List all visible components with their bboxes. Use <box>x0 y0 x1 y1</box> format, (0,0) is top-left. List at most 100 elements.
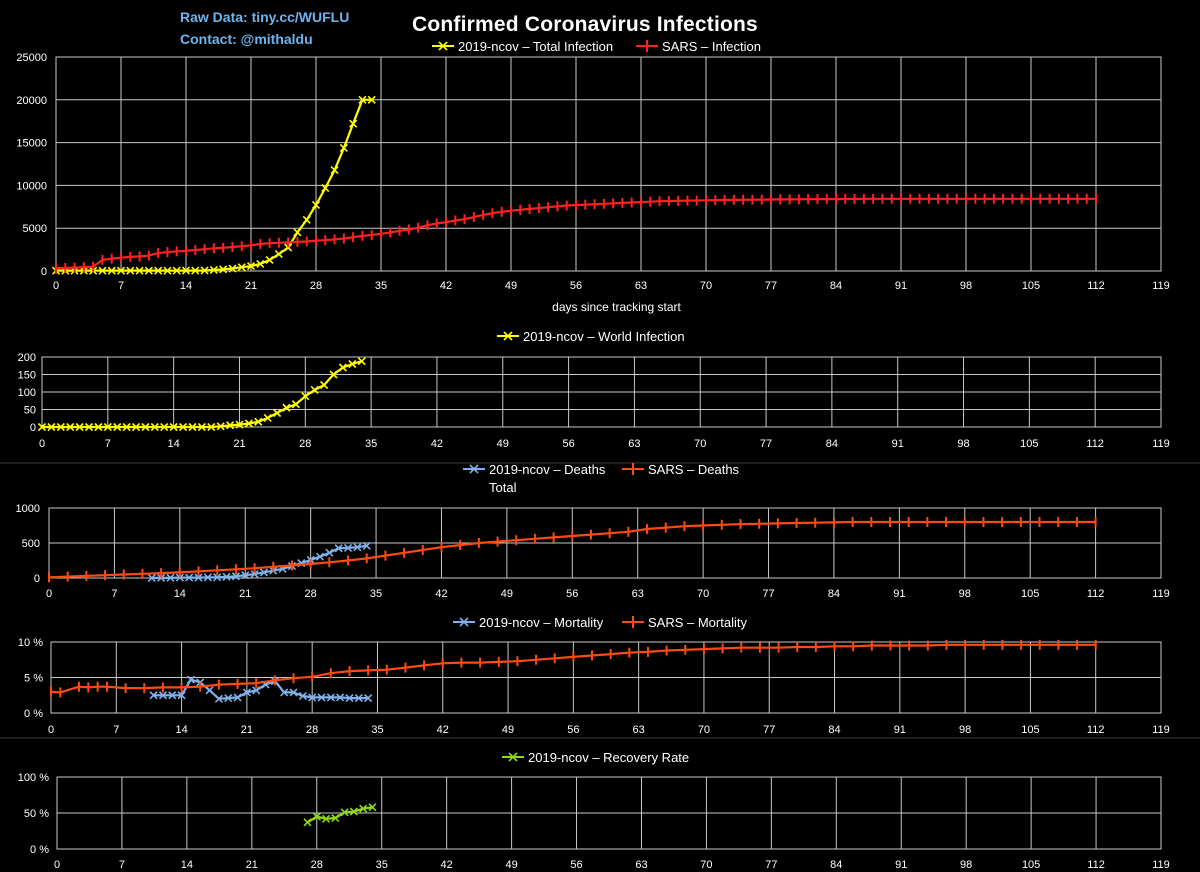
y-tick-label: 0 <box>41 266 47 278</box>
data-point <box>144 266 153 275</box>
x-tick-label: 105 <box>1020 438 1038 450</box>
series-1 <box>37 357 366 432</box>
data-point <box>209 265 218 275</box>
data-point <box>325 548 334 557</box>
x-tick-label: 35 <box>371 724 383 736</box>
legend-entry: 2019-ncov – Deaths Total <box>463 462 606 495</box>
data-point <box>98 266 107 275</box>
data-point <box>338 363 347 372</box>
x-tick-label: 49 <box>497 438 509 450</box>
data-point <box>116 266 126 275</box>
x-tick-label: 119 <box>1152 438 1170 450</box>
x-tick-label: 7 <box>113 724 119 736</box>
x-tick-label: 98 <box>960 280 972 292</box>
x-tick-label: 112 <box>1086 438 1104 450</box>
plot-area <box>55 56 1162 272</box>
x-tick-label: 70 <box>700 859 712 871</box>
data-point <box>228 264 237 273</box>
data-point <box>367 95 376 104</box>
x-tick-label: 7 <box>118 280 124 292</box>
data-point <box>213 573 222 582</box>
y-tick-label: 5 % <box>24 673 43 685</box>
data-point <box>357 357 366 366</box>
data-point <box>75 422 84 432</box>
chart-panel-1: 0 7 14 21 28 35 42 49 56 63 70 77 84 91 98 105 112 119 0 50… <box>16 39 1169 314</box>
y-tick-label: 25000 <box>16 52 47 64</box>
x-tick-label: 0 <box>39 438 45 450</box>
x-tick-label: 14 <box>180 280 192 292</box>
x-tick-label: 112 <box>1087 859 1105 871</box>
data-point <box>310 385 319 394</box>
x-tick-label: 42 <box>437 724 449 736</box>
data-point <box>149 691 158 700</box>
x-tick-label: 35 <box>365 438 377 450</box>
x-tick-label: 112 <box>1087 588 1105 600</box>
data-point <box>254 417 263 426</box>
data-point <box>265 255 274 265</box>
series-2 <box>50 639 1097 698</box>
x-tick-label: 91 <box>893 588 905 600</box>
data-point <box>349 807 358 816</box>
data-point <box>237 263 246 272</box>
data-point <box>273 408 282 418</box>
data-point <box>188 422 197 432</box>
raw-data-link[interactable]: Raw Data: tiny.cc/WUFLU <box>180 9 350 25</box>
data-point <box>317 693 326 702</box>
x-tick-label: 56 <box>567 724 579 736</box>
data-point <box>169 422 178 432</box>
legend-label: 2019-ncov – Recovery Rate <box>528 750 689 765</box>
data-point <box>47 422 56 432</box>
y-tick-label: 10000 <box>16 180 47 192</box>
data-point <box>177 691 186 700</box>
x-tick-label: 0 <box>54 859 60 871</box>
data-point <box>345 694 354 703</box>
data-point <box>282 403 291 412</box>
data-point <box>274 250 283 259</box>
legend-label: 2019-ncov – Deaths <box>489 462 606 477</box>
data-point <box>103 422 112 432</box>
data-point <box>343 543 353 552</box>
data-point <box>203 573 212 582</box>
y-tick-label: 50 % <box>24 808 49 820</box>
contact-link[interactable]: Contact: @mithaldu <box>180 31 313 47</box>
data-point <box>326 693 335 702</box>
chart-panel-5: 0 7 14 21 28 35 42 49 56 63 70 77 84 91 98 105 112 119 0 %… <box>18 750 1170 871</box>
x-tick-label: 28 <box>299 438 311 450</box>
x-tick-label: 119 <box>1152 724 1170 736</box>
x-tick-label: 28 <box>310 280 322 292</box>
data-point <box>368 803 377 812</box>
x-tick-label: 119 <box>1152 588 1170 600</box>
data-point <box>336 693 345 702</box>
data-point <box>358 95 367 104</box>
legend-label: 2019-ncov – World Infection <box>523 329 685 344</box>
data-point <box>302 215 311 224</box>
data-point <box>181 266 191 275</box>
data-point <box>263 413 272 422</box>
x-tick-label: 14 <box>168 438 180 450</box>
data-point <box>291 400 300 409</box>
x-tick-label: 7 <box>111 588 117 600</box>
data-point <box>246 262 256 271</box>
series-2 <box>55 193 1097 274</box>
x-tick-label: 84 <box>830 859 842 871</box>
y-tick-label: 1000 <box>16 503 40 515</box>
series-1 <box>149 675 373 703</box>
legend-label: SARS – Mortality <box>648 615 747 630</box>
data-point <box>231 572 240 581</box>
data-point <box>503 331 513 341</box>
x-tick-label: 0 <box>46 588 52 600</box>
x-tick-label: 63 <box>628 438 640 450</box>
data-point <box>175 573 184 582</box>
data-point <box>284 243 293 252</box>
y-tick-label: 0 % <box>30 844 49 856</box>
data-point <box>331 813 340 823</box>
x-tick-label: 42 <box>435 588 447 600</box>
x-tick-label: 0 <box>53 280 59 292</box>
legend-label: 2019-ncov – Total Infection <box>458 39 613 54</box>
data-point <box>321 814 331 823</box>
data-point <box>94 422 103 432</box>
y-tick-label: 10 % <box>18 637 43 649</box>
data-point <box>508 752 518 762</box>
x-tick-label: 63 <box>635 859 647 871</box>
data-point <box>224 694 233 703</box>
